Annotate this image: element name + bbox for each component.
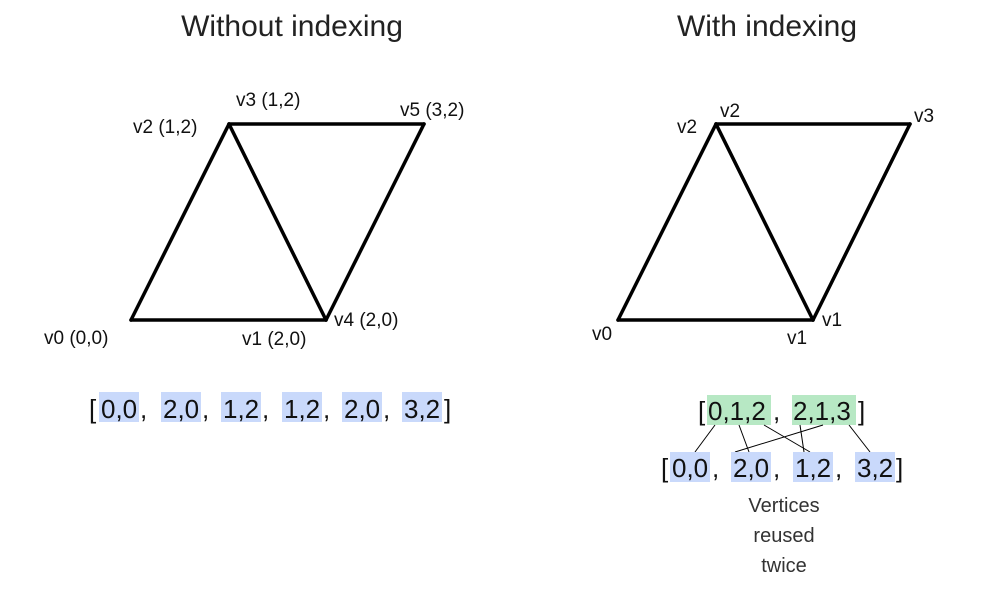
connector-2b-to-v2 — [799, 424, 805, 453]
left-array-item-2: 1,2 — [223, 394, 259, 424]
left-label-v3: v3 (1,2) — [236, 90, 300, 111]
left-array-sep-1: , — [202, 394, 209, 424]
left-array-sep-0: , — [140, 394, 147, 424]
right-label-v2-left: v2 — [677, 117, 697, 138]
right-label-v1-lower: v1 — [787, 328, 807, 349]
vertex-array-item-2: 1,2 — [795, 453, 831, 483]
vertex-array-sep-0: , — [712, 453, 719, 483]
left-array-highlight-3 — [282, 392, 322, 422]
left-array-item-3: 1,2 — [284, 394, 320, 424]
left-array-highlight-1 — [161, 392, 201, 422]
connector-3-to-v3 — [848, 424, 871, 453]
left-triangles — [129, 122, 426, 322]
left-array-open: [ — [89, 394, 97, 424]
note-line-1: Vertices — [748, 495, 819, 517]
connector-1-to-v1 — [738, 424, 750, 453]
left-array-sep-3: , — [323, 394, 330, 424]
index-array-item-0: 0,1,2 — [708, 396, 766, 426]
left-array-highlight-2 — [221, 392, 261, 422]
index-array-item-1: 2,1,3 — [793, 396, 851, 426]
left-label-v4: v4 (2,0) — [334, 310, 398, 331]
right-title: With indexing — [677, 10, 857, 43]
left-array-item-1: 2,0 — [163, 394, 199, 424]
left-title: Without indexing — [181, 10, 403, 43]
left-array-close: ] — [444, 394, 451, 424]
right-label-v2-top: v2 — [720, 101, 740, 122]
vertex-highlight-3 — [855, 452, 895, 482]
left-label-v1: v1 (2,0) — [242, 329, 306, 350]
vertex-highlight-0 — [670, 452, 710, 482]
left-array-sep-4: , — [383, 394, 390, 424]
index-highlight-0 — [707, 395, 771, 425]
right-index-array: [ 0,1,2 , 2,1,3 ] — [698, 395, 865, 426]
left-array-sep-2: , — [262, 394, 269, 424]
left-vertex-array: [ 0,0 , 2,0 , 1,2 , 1,2 , 2,0 , 3,2 ] — [89, 392, 451, 424]
vertex-array-item-1: 2,0 — [733, 453, 769, 483]
vertex-highlight-1 — [731, 452, 771, 482]
vertex-array-item-0: 0,0 — [672, 453, 708, 483]
vertex-array-open: [ — [661, 453, 669, 483]
left-array-highlight-0 — [99, 392, 139, 422]
right-edge-v0-v2 — [616, 122, 718, 322]
right-edge-v2-v1 — [714, 122, 815, 322]
vertex-highlight-2 — [793, 452, 833, 482]
index-highlight-1 — [792, 395, 856, 425]
left-edge-v5-v4 — [324, 122, 426, 322]
connector-1b-to-v1 — [734, 424, 824, 453]
vertex-array-close: ] — [896, 453, 903, 483]
left-array-highlight-5 — [402, 392, 442, 422]
right-edge-v3-v1 — [811, 122, 912, 322]
note-line-2: reused — [753, 525, 814, 547]
index-array-sep: , — [773, 396, 780, 426]
index-array-open: [ — [698, 396, 706, 426]
right-label-v3: v3 — [914, 106, 934, 127]
left-array-highlight-4 — [342, 392, 382, 422]
left-array-item-5: 3,2 — [404, 394, 440, 424]
index-connectors — [694, 424, 871, 453]
vertex-array-item-3: 3,2 — [857, 453, 893, 483]
left-label-v0: v0 (0,0) — [44, 328, 108, 349]
connector-2-to-v2 — [763, 424, 811, 453]
right-label-v1-upper: v1 — [822, 310, 842, 331]
left-edge-v0-v2 — [129, 122, 231, 322]
right-triangles — [616, 122, 912, 322]
vertex-array-sep-1: , — [773, 453, 780, 483]
left-array-item-0: 0,0 — [101, 394, 137, 424]
connector-0-to-v0 — [694, 424, 716, 453]
right-vertex-array: [ 0,0 , 2,0 , 1,2 , 3,2 ] — [661, 452, 903, 483]
vertex-array-sep-2: , — [835, 453, 842, 483]
left-edge-v2-v1 — [227, 122, 328, 322]
left-array-item-4: 2,0 — [344, 394, 380, 424]
right-label-v0: v0 — [592, 324, 612, 345]
left-label-v5: v5 (3,2) — [400, 100, 464, 121]
left-label-v2: v2 (1,2) — [133, 117, 197, 138]
note-line-3: twice — [761, 555, 807, 577]
index-array-close: ] — [858, 396, 865, 426]
